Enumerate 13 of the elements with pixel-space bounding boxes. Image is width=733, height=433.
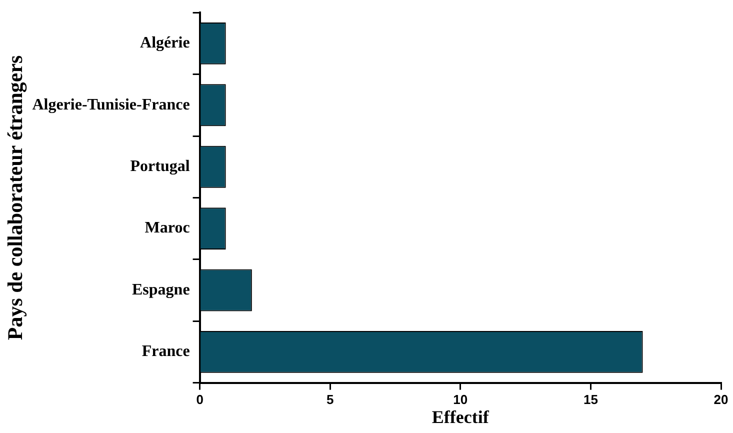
x-tick-label: 20 <box>714 392 728 408</box>
y-tick-label: Espagne <box>132 281 190 298</box>
x-axis-title: Effectif <box>432 406 490 427</box>
y-axis-title: Pays de collaborateur étrangers <box>3 55 28 340</box>
y-tick-label: Algerie-Tunisie-France <box>32 96 190 114</box>
y-tick-label: Portugal <box>130 158 190 175</box>
x-tick-label: 15 <box>583 392 598 408</box>
y-tick-label: Maroc <box>144 220 190 237</box>
x-tick-label: 10 <box>453 392 468 408</box>
y-tick-label: France <box>142 343 190 360</box>
x-tick-label: 5 <box>326 392 334 408</box>
y-tick-label: Algérie <box>140 34 190 52</box>
x-tick-label: 0 <box>196 392 204 408</box>
